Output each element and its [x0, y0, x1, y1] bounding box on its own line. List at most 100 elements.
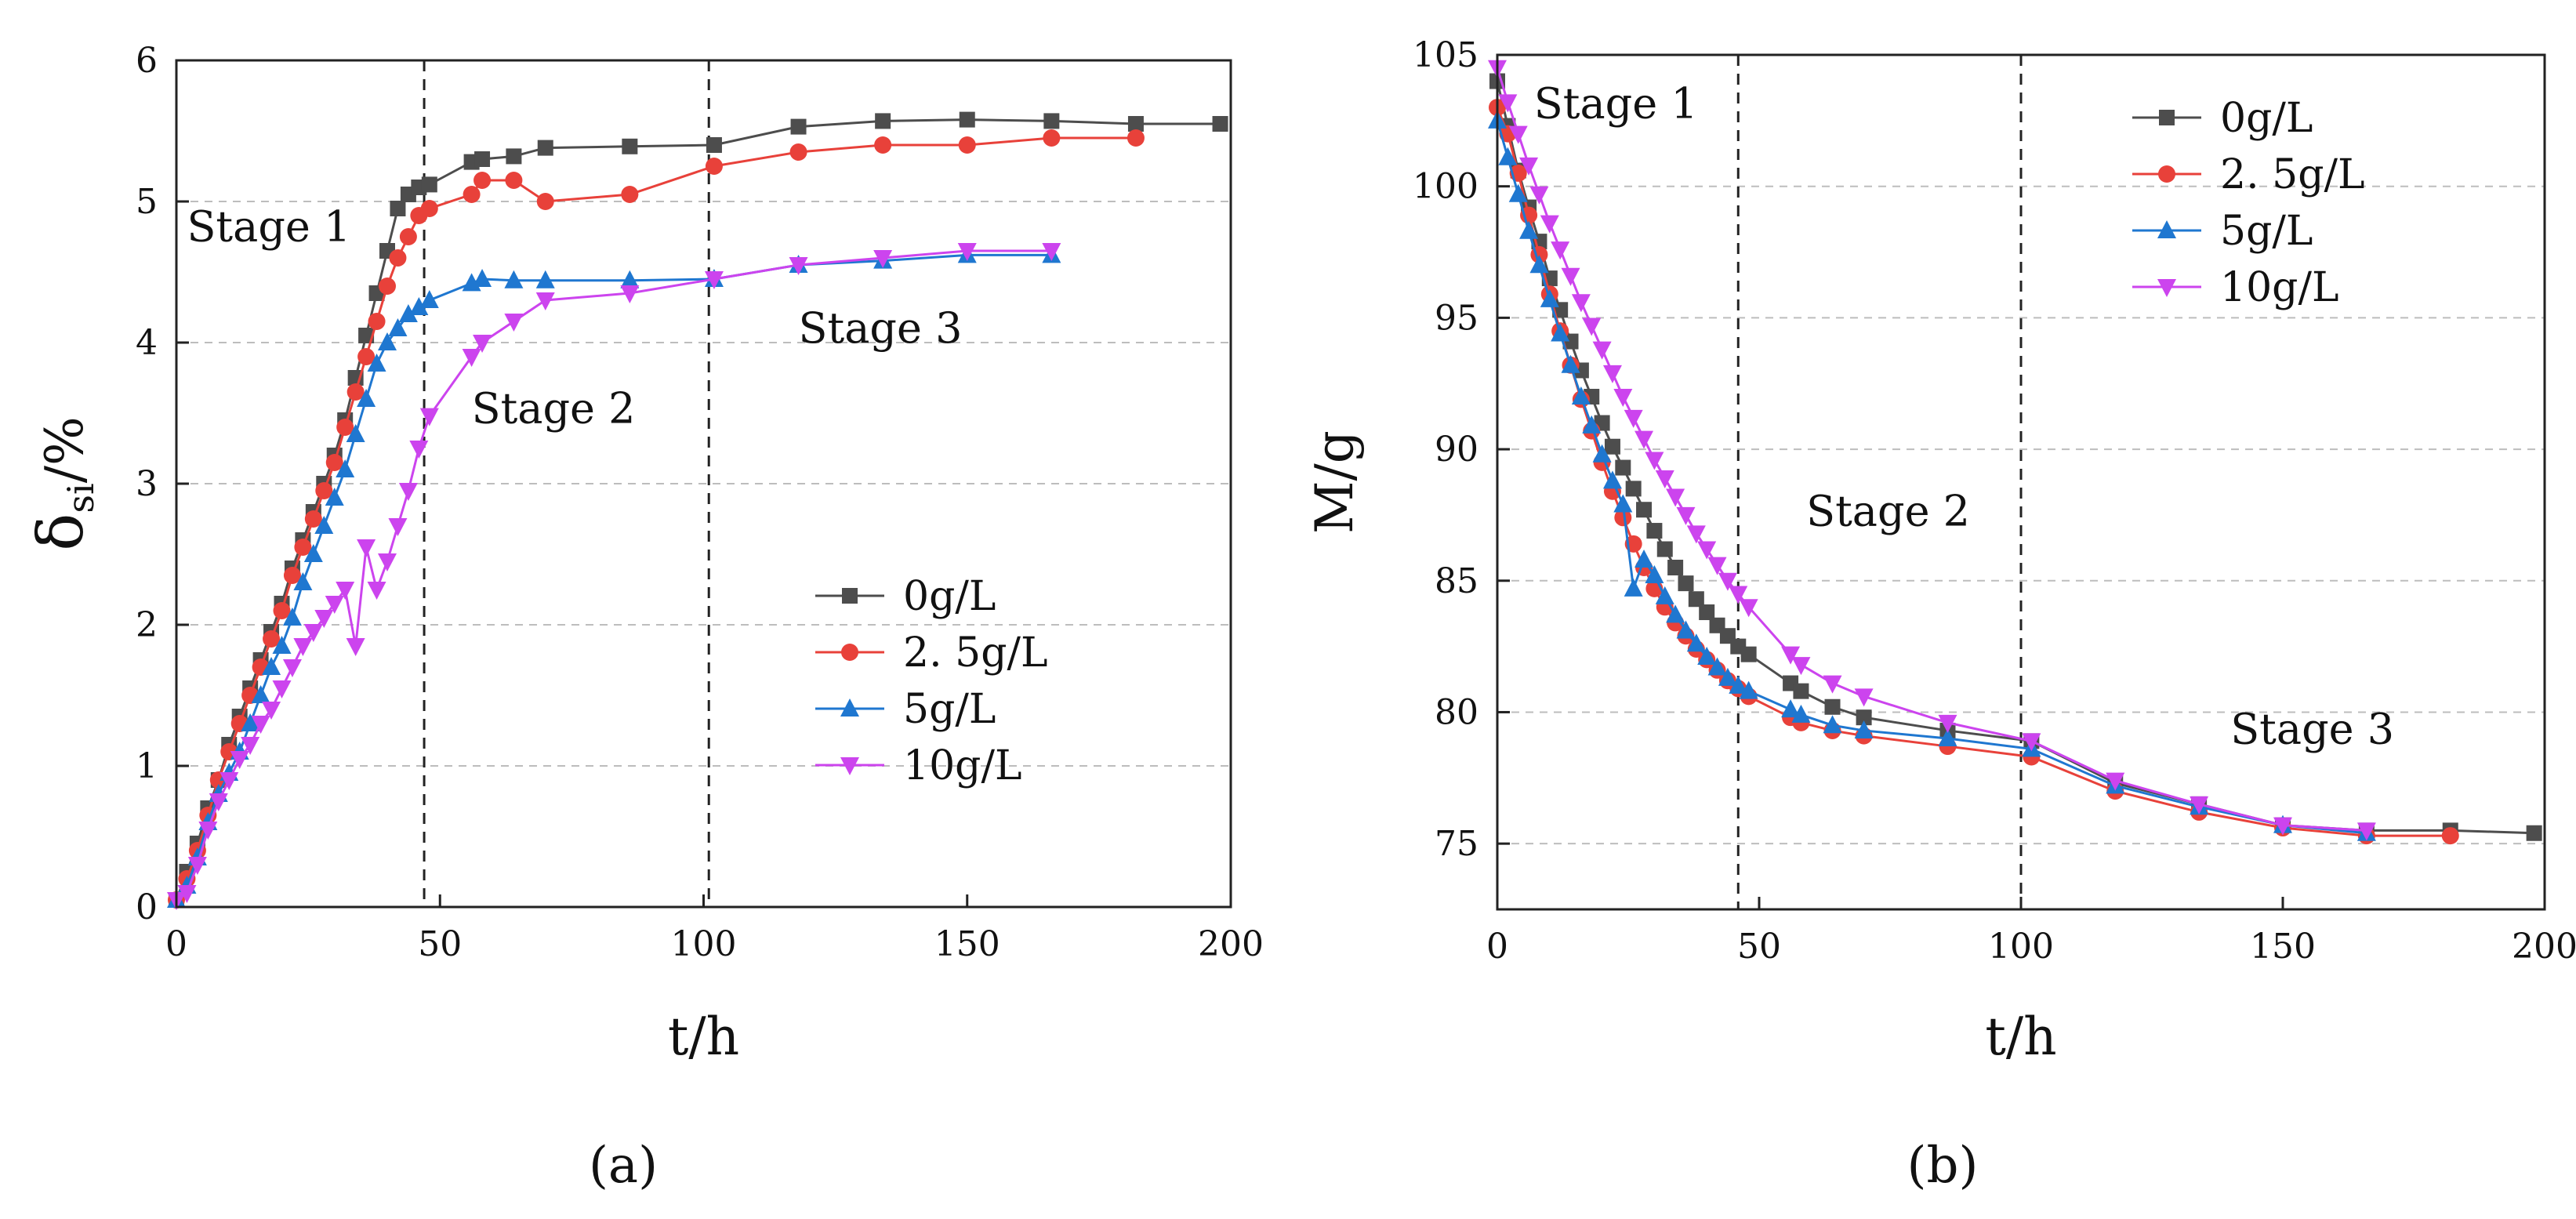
chart-a-series-1-point — [505, 172, 523, 189]
chart-a-series-3-point — [409, 441, 429, 459]
chart-b-series-2-point — [1697, 647, 1717, 666]
chart-a-series-2-point — [325, 488, 344, 506]
chart-a-series-3-point — [504, 314, 524, 332]
chart-b-series-2-point — [1823, 715, 1842, 734]
chart-a-y-axis-label: δsi/% — [24, 416, 102, 550]
chart-a-series-0-point — [358, 328, 375, 343]
chart-b-series-3-point — [1592, 341, 1612, 360]
chart-b-series-2-point — [1854, 720, 1874, 738]
chart-b-series-2-point — [1634, 549, 1654, 568]
chart-a-series-1-point — [294, 539, 312, 556]
chart-a-series-2-point — [504, 270, 524, 288]
chart-b-series-0-point — [1625, 481, 1642, 497]
chart-a-series-0-point — [537, 140, 553, 156]
chart-a-series-2-point — [620, 270, 640, 288]
chart-b-series-3-point — [1791, 657, 1811, 676]
chart-b-y-axis-label: M/g — [1304, 430, 1365, 534]
chart-b-legend-label-3: 10g/L — [2220, 264, 2339, 311]
chart-b-x-tick-label: 0 — [1486, 927, 1508, 967]
chart-a-legend-marker-0 — [842, 588, 858, 604]
chart-a-series-2-point — [251, 685, 270, 703]
chart-b-series-2-point — [1529, 255, 1549, 274]
chart-b-legend-label-2: 5g/L — [2220, 208, 2313, 255]
chart-a-series-1-point — [420, 200, 438, 217]
chart-a-series-0-point — [421, 176, 437, 193]
chart-a-series-2-point — [398, 304, 418, 322]
chart-b-series-3-point — [2190, 796, 2209, 814]
chart-b-series-0-point — [1656, 541, 1673, 557]
chart-a-x-axis-label: t/h — [668, 1007, 739, 1067]
chart-a-series-1-point — [536, 193, 554, 210]
chart-a-series-3-point — [357, 539, 376, 557]
chart-b-series-3-point — [1676, 506, 1696, 525]
chart-a-series-3-point — [293, 638, 313, 656]
chart-a-series-2-point — [409, 297, 429, 315]
chart-a-series-3-point — [187, 857, 207, 875]
chart-b-series-0-point — [1793, 683, 1809, 699]
chart-a-series-3-point — [251, 716, 270, 734]
chart-b-series-0-point — [1604, 438, 1620, 455]
chart-a-series-3-point — [398, 483, 418, 501]
chart-b-series-3-point — [1739, 599, 1758, 618]
chart-b-series-2-point — [1551, 323, 1570, 342]
chart-b-annotation: Stage 3 — [2230, 705, 2394, 754]
chart-a-series-3-point — [346, 638, 365, 656]
chart-b-series-3-point — [1613, 389, 1633, 407]
chart-b-series-2-point — [1781, 699, 1801, 718]
chart-b-series-0-point — [1824, 698, 1841, 715]
chart-a-series-1-point — [357, 348, 376, 365]
chart-a-series-3-point — [620, 285, 640, 303]
chart-a-stage-lines — [423, 60, 710, 907]
chart-a-series-1-point — [325, 454, 343, 471]
chart-b-series-2-point — [1582, 415, 1602, 434]
chart-a-series-0-point — [506, 148, 522, 165]
chart-b-series-2-point — [1729, 675, 1748, 694]
chart-a-series-3-point — [272, 680, 292, 698]
chart-a-x-tick-label: 150 — [934, 924, 1000, 964]
chart-a-series-3-point — [367, 582, 386, 600]
chart-a-legend-label-1: 2. 5g/L — [903, 629, 1048, 677]
chart-a-series-3-point — [303, 624, 323, 642]
chart-a-series-3-point — [282, 659, 302, 677]
chart-b-series-3-point — [1519, 157, 1539, 176]
chart-b-x-tick-label: 200 — [2512, 927, 2576, 967]
chart-b-x-axis-label: t/h — [1985, 1007, 2056, 1067]
chart-a-series-2-point — [336, 459, 355, 477]
chart-a-series-3-point — [241, 737, 260, 755]
chart-b-legend-marker-2 — [2157, 220, 2176, 238]
chart-a-y-tick-label: 6 — [136, 41, 158, 81]
chart-b-series-3-point — [1571, 294, 1591, 313]
chart-b-series-3-point — [1602, 365, 1622, 383]
chart-a-series-0-point — [390, 201, 406, 216]
chart-b-series-3-point — [1686, 525, 1706, 544]
chart-a-series-2-point — [314, 516, 334, 534]
chart-a-series-2-point — [419, 290, 439, 308]
chart-a-series-3-point — [336, 582, 355, 600]
chart-a-series-0-point — [1212, 116, 1228, 132]
chart-a-series-1-point — [389, 249, 407, 267]
chart-a-y-tick-label: 3 — [136, 464, 158, 504]
chart-b-y-tick-label: 75 — [1435, 824, 1478, 864]
chart-a-series-3-point — [177, 885, 197, 903]
chart-b-y-tick-label: 85 — [1435, 561, 1478, 601]
chart-b-legend-marker-3 — [2157, 279, 2176, 297]
chart-a-series-0-point — [875, 113, 891, 129]
chart-a-annotation: Stage 1 — [187, 201, 350, 251]
chart-b-series-1-point — [1614, 509, 1632, 527]
chart-b-series-0-point — [1636, 502, 1653, 518]
chart-b-y-tick-label: 100 — [1413, 167, 1478, 207]
chart-a-series-3-point — [388, 518, 408, 536]
chart-a-series-2-point — [272, 636, 292, 654]
chart-a-series-1-point — [283, 567, 301, 584]
chart-b-series-3-point — [1938, 714, 1957, 733]
chart-b-legend-label-0: 0g/L — [2220, 95, 2313, 142]
chart-b-series-2-point — [1498, 147, 1518, 165]
chart-b-series-0-point — [1678, 575, 1694, 592]
chart-b-stage-lines — [1736, 55, 2023, 909]
chart-a-series-0-point — [790, 118, 807, 135]
chart-b-grid — [1497, 185, 2545, 845]
chart-b-series-3-point — [2356, 822, 2376, 841]
chart-a-series-0-point — [622, 138, 638, 154]
